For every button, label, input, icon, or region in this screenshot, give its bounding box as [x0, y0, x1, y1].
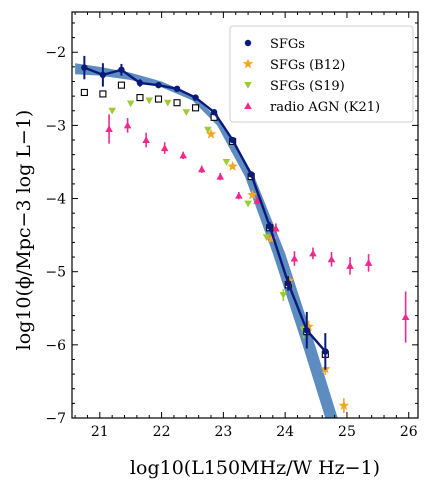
agn-point	[216, 172, 225, 180]
sfg-point	[322, 348, 329, 355]
agn-point	[160, 144, 169, 152]
s19-point	[244, 200, 252, 208]
legend-marker	[244, 102, 252, 109]
sfg-point	[192, 94, 199, 101]
open-square-point	[154, 95, 163, 103]
sfg-point	[173, 85, 181, 93]
agn-point	[197, 165, 206, 173]
y-tick-label: −6	[45, 338, 66, 354]
sfg-point	[118, 66, 125, 73]
s19-point	[145, 97, 154, 105]
b12-point	[338, 400, 350, 410]
y-tick-label: −4	[45, 192, 66, 208]
data-layer	[80, 55, 410, 413]
agn-point	[272, 224, 280, 232]
x-tick-label: 24	[276, 424, 294, 440]
x-tick-label: 25	[338, 424, 356, 440]
b12-point	[205, 128, 217, 139]
legend-box	[229, 25, 414, 123]
x-axis-label: log10(L150MHz/W Hz−1)	[130, 457, 380, 479]
open-square-point	[117, 81, 125, 89]
sfg-line	[83, 66, 327, 353]
s19-point	[126, 100, 135, 108]
agn-point	[123, 121, 132, 129]
legend-label: SFGs (B12)	[270, 58, 345, 73]
agn-point	[309, 249, 317, 257]
legend-label: SFGs	[270, 37, 305, 52]
b12-point	[303, 321, 314, 331]
s19-point	[262, 234, 271, 242]
sfg-point	[285, 280, 292, 287]
s19-point	[182, 109, 191, 117]
b12-point	[247, 189, 258, 200]
y-axis-label: log10(ϕ/Mpc−3 log L−1)	[13, 110, 35, 351]
s19-point	[222, 158, 231, 166]
s19-point	[204, 126, 212, 134]
agn-point	[105, 125, 113, 133]
x-tick-label: 22	[153, 424, 171, 440]
sfg-point	[303, 327, 310, 334]
sfg-point	[229, 136, 236, 144]
x-tick-label: 21	[91, 424, 109, 440]
b12-point	[284, 275, 295, 285]
sfg-point	[99, 71, 107, 79]
legend-label: SFGs (S19)	[270, 79, 345, 94]
s19-point	[279, 292, 288, 299]
y-tick-label: −7	[45, 411, 66, 427]
legend: SFGs SFGs (B12) SFGs (S19) radio AGN (K21)	[229, 25, 414, 123]
legend-marker	[242, 58, 254, 69]
agn-point	[253, 196, 262, 204]
b12-point	[227, 160, 238, 171]
agn-point	[235, 191, 243, 199]
y-tick-label: −2	[45, 45, 66, 61]
sfg-point	[266, 223, 273, 230]
y-tick-label: −3	[45, 118, 66, 134]
agn-point	[401, 313, 410, 321]
legend-label: radio AGN (K21)	[270, 100, 380, 115]
open-square-point	[136, 94, 144, 102]
agn-point	[290, 254, 299, 262]
open-square-point	[99, 90, 107, 98]
agn-point	[142, 136, 150, 144]
sfg-point	[155, 81, 162, 89]
s19-point	[108, 107, 116, 115]
axes-layer: 21 22 23 24 25 26 −7 −6 −5 −4 −3 −2	[45, 11, 419, 440]
b12-point	[266, 233, 277, 244]
agn-point	[327, 255, 336, 263]
open-square-point	[80, 88, 88, 97]
legend-marker	[244, 82, 252, 89]
s19-point	[163, 99, 172, 107]
sfg-point	[81, 64, 88, 71]
open-square-point	[192, 104, 200, 112]
plot-frame	[71, 11, 419, 419]
y-tick-label: −5	[45, 265, 66, 281]
sfg-point	[136, 79, 144, 87]
agn-point	[179, 151, 188, 159]
x-tick-label: 23	[214, 424, 232, 440]
open-square-point	[173, 99, 181, 107]
legend-marker	[244, 39, 252, 47]
agn-point	[346, 262, 354, 269]
sfg-point	[247, 171, 255, 178]
sfg-point	[210, 109, 218, 116]
agn-point	[364, 259, 373, 266]
x-tick-label: 26	[400, 424, 418, 440]
